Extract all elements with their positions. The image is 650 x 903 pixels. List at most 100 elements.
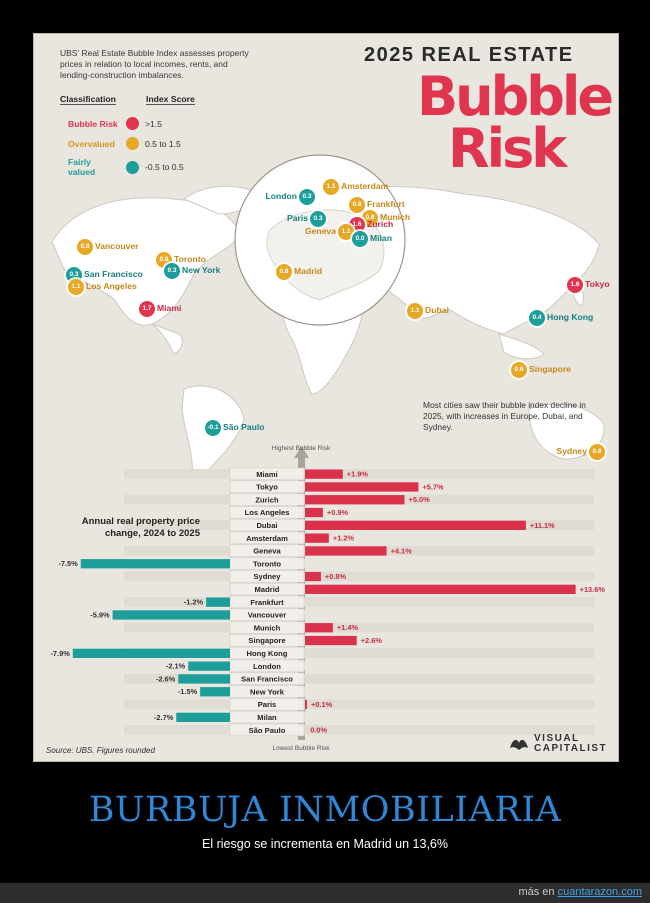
caption-title: BURBUJA INMOBILIARIA: [88, 790, 562, 830]
category-cell-paris: [229, 698, 305, 711]
city-label-s-o-paulo: São Paulo: [223, 422, 265, 432]
category-cell-tokyo: [229, 480, 305, 493]
category-label-singapore: Singapore: [248, 636, 285, 645]
bar-new-york: [200, 687, 230, 697]
bar-amsterdam: [305, 533, 329, 543]
data-label-madrid: +13.6%: [580, 585, 606, 594]
category-label-tokyo: Tokyo: [256, 483, 278, 492]
city-label-zurich: Zurich: [367, 219, 394, 229]
category-cell-dubai: [229, 518, 305, 532]
city-label-new-york: New York: [182, 265, 221, 275]
category-label-sydney: Sydney: [253, 572, 281, 581]
data-label-amsterdam: +1.2%: [333, 534, 355, 543]
city-label-vancouver: Vancouver: [95, 241, 139, 251]
row-stripe-paris: [124, 699, 594, 710]
chart-title: Annual real property price change, 2024 …: [81, 516, 200, 539]
category-cell-sydney: [229, 570, 305, 583]
bar-dubai: [305, 520, 526, 530]
legend-dot-fair: [126, 160, 139, 174]
bar-london: [188, 661, 230, 671]
footer-text: más en cuantarazon.com: [518, 886, 642, 898]
data-label-munich: +1.4%: [337, 623, 359, 632]
city-marker-s-o-paulo: -0.1: [205, 420, 221, 436]
legend-classification-heading: Classification: [60, 94, 116, 105]
city-marker-tokyo: 1.6: [567, 277, 583, 293]
bar-geneva: [305, 546, 387, 556]
category-label-s-o-paulo: São Paulo: [249, 726, 286, 735]
site-link[interactable]: cuantarazon.com: [557, 886, 642, 898]
price-change-chart: Highest Bubble Risk Lowest Bubble Risk Mia…: [50, 445, 606, 752]
city-label-geneva: Geneva: [304, 226, 336, 236]
top-label: Highest Bubble Risk: [272, 445, 331, 452]
city-label-paris: Paris: [286, 213, 308, 223]
row-stripe-s-o-paulo: [124, 725, 594, 735]
data-label-london: -2.1%: [166, 662, 186, 671]
data-label-zurich: +5.0%: [409, 495, 431, 504]
data-label-milan: -2.7%: [154, 713, 174, 722]
category-cell-s-o-paulo: [229, 723, 305, 737]
bar-madrid: [305, 584, 576, 594]
intro-text: UBS' Real Estate Bubble Index assesses p…: [60, 48, 249, 80]
title-risk: Risk: [448, 117, 567, 180]
row-stripe-vancouver: [124, 609, 594, 620]
bar-hong-kong: [72, 648, 230, 658]
bar-paris: [305, 699, 307, 710]
data-label-san-francisco: -2.6%: [156, 674, 176, 683]
city-label-milan: Milan: [370, 233, 392, 243]
city-marker-london: 0.3: [299, 189, 315, 205]
category-label-san-francisco: San Francisco: [241, 675, 293, 684]
row-stripe-munich: [124, 622, 594, 633]
city-label-london: London: [265, 191, 298, 201]
category-cell-miami: [229, 467, 305, 481]
city-marker-hong-kong: 0.4: [529, 310, 545, 326]
city-label-miami: Miami: [157, 303, 182, 313]
city-marker-vancouver: 0.8: [77, 239, 93, 255]
bar-los-angeles: [305, 507, 323, 518]
city-label-frankfurt: Frankfurt: [367, 199, 405, 209]
data-label-tokyo: +5.7%: [422, 482, 444, 491]
bar-toronto: [80, 559, 230, 569]
data-label-hong-kong: -7.9%: [50, 649, 70, 658]
title-bubble: Bubble: [417, 65, 614, 128]
data-label-singapore: +2.6%: [361, 636, 383, 645]
category-label-new-york: New York: [250, 687, 285, 696]
category-label-paris: Paris: [258, 700, 277, 709]
bar-zurich: [305, 495, 405, 505]
city-label-dubai: Dubai: [425, 305, 449, 315]
legend-dot-over: [126, 137, 139, 150]
data-label-miami: +1.9%: [347, 470, 369, 479]
city-marker-sydney: 0.8: [589, 444, 605, 460]
city-label-san-francisco: San Francisco: [84, 269, 143, 279]
row-stripe-new-york: [124, 686, 594, 697]
brand-logo-text: VISUAL CAPITALIST: [534, 733, 608, 754]
row-stripe-los-angeles: [124, 507, 594, 518]
data-label-vancouver: -5.9%: [90, 610, 110, 619]
category-label-amsterdam: Amsterdam: [246, 534, 288, 543]
axis-arrow-up: [294, 446, 309, 458]
category-label-toronto: Toronto: [253, 559, 281, 568]
city-label-singapore: Singapore: [529, 364, 572, 374]
bar-sydney: [305, 571, 321, 582]
bar-tokyo: [305, 482, 419, 492]
data-label-toronto: -7.5%: [58, 559, 78, 568]
city-marker-dubai: 1.1: [407, 303, 423, 319]
city-marker-los-angeles: 1.1: [68, 279, 84, 295]
data-label-dubai: +11.1%: [530, 521, 555, 530]
legend-dot-risk: [126, 117, 139, 130]
site-footer: más en cuantarazon.com: [0, 883, 650, 903]
category-label-hong-kong: Hong Kong: [247, 649, 288, 658]
bar-miami: [305, 469, 343, 479]
category-cell-amsterdam: [229, 531, 305, 545]
legend-item-overvalued: Overvalued 0.5 to 1.5: [68, 137, 181, 150]
infographic-poster: UBS' Real Estate Bubble Index assesses p…: [33, 33, 619, 762]
city-marker-new-york: 0.3: [164, 263, 180, 279]
bar-singapore: [305, 635, 357, 646]
category-label-dubai: Dubai: [256, 521, 277, 530]
row-stripe-london: [124, 661, 594, 671]
city-marker-singapore: 0.6: [511, 362, 527, 378]
category-cell-zurich: [229, 493, 305, 506]
title-kicker: 2025 REAL ESTATE: [364, 44, 574, 66]
city-label-hong-kong: Hong Kong: [547, 312, 594, 322]
bar-frankfurt: [206, 597, 230, 607]
city-marker-frankfurt: 0.8: [349, 197, 365, 213]
